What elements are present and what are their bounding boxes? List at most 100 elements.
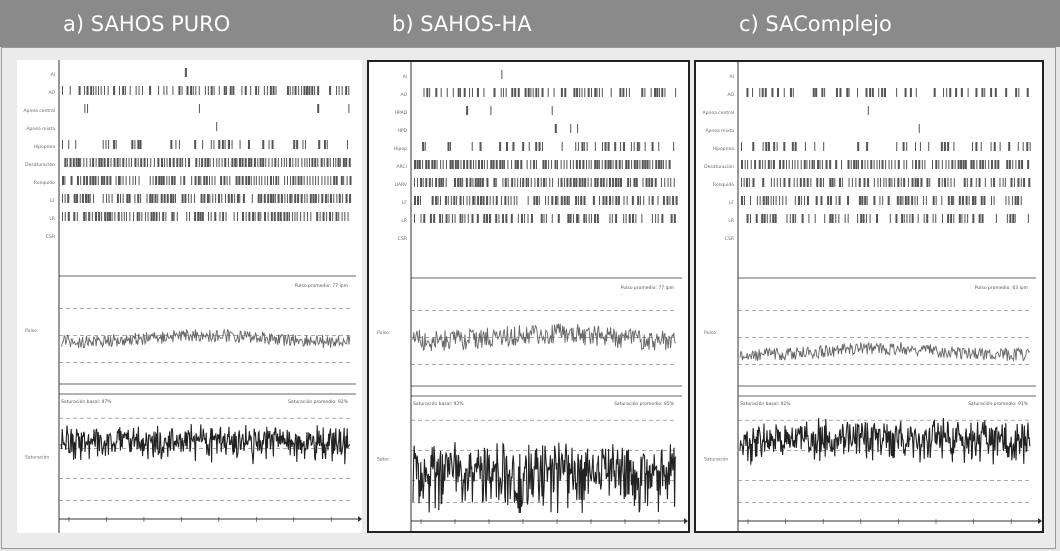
event-mark <box>755 214 758 223</box>
event-mark <box>317 176 319 185</box>
event-mark <box>596 178 599 187</box>
event-mark <box>584 88 586 97</box>
row-label: LF <box>402 200 408 206</box>
event-mark <box>449 160 452 169</box>
event-mark <box>420 214 422 223</box>
event-mark <box>1029 142 1031 151</box>
event-mark <box>105 140 107 149</box>
event-mark <box>274 158 277 167</box>
event-mark <box>254 212 256 221</box>
event-mark <box>88 212 91 221</box>
event-mark <box>579 88 581 97</box>
event-mark <box>95 86 97 95</box>
event-mark <box>967 214 969 223</box>
event-mark <box>979 160 982 169</box>
event-mark <box>879 196 881 205</box>
event-mark <box>423 214 426 223</box>
event-mark <box>820 196 823 205</box>
event-mark <box>517 178 519 187</box>
event-mark <box>476 214 479 223</box>
event-mark <box>302 140 304 149</box>
event-mark <box>222 212 225 221</box>
event-mark <box>100 158 103 167</box>
event-mark <box>847 214 849 223</box>
event-mark <box>296 212 298 221</box>
event-mark <box>190 86 193 95</box>
event-mark <box>665 160 667 169</box>
event-mark <box>113 140 116 149</box>
event-mark <box>827 196 830 205</box>
event-mark <box>822 178 824 187</box>
event-mark <box>1014 196 1017 205</box>
event-mark <box>1021 160 1024 169</box>
event-mark <box>600 178 603 187</box>
event-mark <box>1017 196 1020 205</box>
event-mark <box>970 160 973 169</box>
event-mark <box>855 160 858 169</box>
event-mark <box>994 160 997 169</box>
event-mark <box>120 194 122 203</box>
event-mark <box>928 142 930 151</box>
event-mark <box>224 194 226 203</box>
event-mark <box>904 196 907 205</box>
event-mark <box>101 212 103 221</box>
event-mark <box>535 88 538 97</box>
event-mark <box>869 88 872 97</box>
event-mark <box>847 160 850 169</box>
row-label: Desaturación <box>704 163 734 170</box>
event-mark <box>824 214 826 223</box>
event-mark <box>89 158 91 167</box>
event-mark <box>896 88 898 97</box>
event-mark <box>345 194 348 203</box>
event-mark <box>1026 88 1029 97</box>
event-mark <box>907 178 909 187</box>
event-mark <box>203 194 206 203</box>
event-mark <box>504 178 507 187</box>
event-mark <box>84 104 86 113</box>
event-mark <box>990 142 992 151</box>
event-mark <box>227 158 229 167</box>
event-mark <box>471 142 473 151</box>
event-mark <box>535 160 537 169</box>
event-mark <box>345 158 348 167</box>
event-mark <box>881 160 884 169</box>
event-mark <box>758 160 761 169</box>
event-mark <box>801 214 804 223</box>
event-mark <box>650 88 652 97</box>
event-mark <box>517 88 520 97</box>
event-mark <box>641 160 644 169</box>
event-mark <box>953 142 955 151</box>
event-mark <box>866 142 869 151</box>
event-mark <box>329 86 332 95</box>
event-mark <box>882 196 884 205</box>
event-mark <box>416 160 419 169</box>
event-mark <box>264 176 266 185</box>
event-mark <box>321 194 324 203</box>
event-mark <box>143 158 146 167</box>
event-mark <box>804 196 806 205</box>
figure-header: a) SAHOS PURO b) SAHOS-HA c) SAComplejo <box>0 0 1060 47</box>
event-mark <box>469 88 471 97</box>
event-mark <box>120 176 122 185</box>
event-mark <box>149 86 152 95</box>
event-mark <box>990 178 992 187</box>
event-mark <box>813 160 815 169</box>
event-mark <box>414 178 415 187</box>
event-mark <box>752 178 755 187</box>
event-mark <box>605 196 608 205</box>
event-mark <box>203 176 206 185</box>
event-mark <box>239 194 241 203</box>
event-mark <box>655 160 658 169</box>
event-mark <box>194 194 196 203</box>
event-mark <box>83 176 86 185</box>
event-mark <box>541 88 544 97</box>
event-mark <box>848 178 850 187</box>
event-mark <box>477 196 480 205</box>
event-mark <box>286 86 289 95</box>
event-mark <box>1018 88 1020 97</box>
event-mark <box>633 178 636 187</box>
event-mark <box>466 160 469 169</box>
event-mark <box>654 88 657 97</box>
event-mark <box>265 158 267 167</box>
event-mark <box>292 176 295 185</box>
